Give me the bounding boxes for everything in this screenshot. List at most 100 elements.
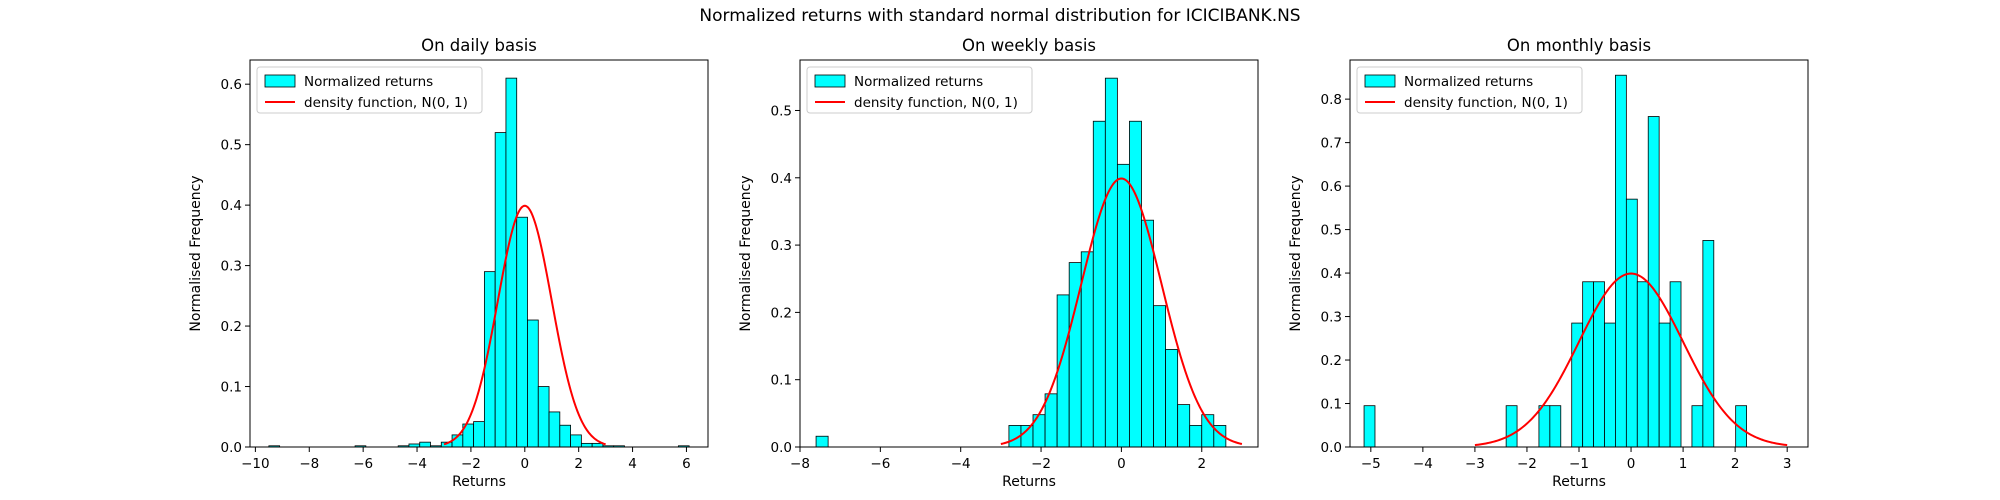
histogram-bars-monthly <box>1363 74 1747 448</box>
panel-monthly: On monthly basis −5 −4 −3 −2 −1 0 1 2 3 0.0 0.1 0.2 0… <box>1288 36 1809 490</box>
histogram-bar <box>1044 393 1058 448</box>
x-tick-label: −2 <box>461 456 481 472</box>
y-tick-label: 0.2 <box>221 319 242 335</box>
x-axis-label-weekly: Returns <box>1002 474 1056 490</box>
legend-label-density: density function, N(0, 1) <box>304 95 468 111</box>
x-tick-label: 0 <box>521 456 530 472</box>
y-tick-label: 0.4 <box>771 171 792 187</box>
x-tick-label: −2 <box>1517 456 1537 472</box>
x-tick-label: −6 <box>870 456 890 472</box>
x-tick-label: −4 <box>951 456 971 472</box>
legend-label-histogram: Normalized returns <box>304 74 433 90</box>
y-tick-label: 0.3 <box>771 238 792 254</box>
histogram-bar <box>570 434 582 448</box>
y-tick-label: 0.0 <box>771 440 792 456</box>
histogram-bar <box>548 411 561 448</box>
axes-frame-daily <box>249 59 709 448</box>
legend-swatch-histogram <box>1364 74 1396 88</box>
histogram-bar <box>1189 425 1203 448</box>
legend-box <box>806 66 1033 114</box>
y-axis-label-weekly: Normalised Frequency <box>738 175 754 331</box>
density-curve-daily <box>443 204 606 446</box>
y-tick-label: 0.3 <box>1321 310 1342 326</box>
histogram-bar <box>537 386 550 448</box>
x-tick-label: −1 <box>1569 456 1589 472</box>
y-tick-label: 0.3 <box>221 259 242 275</box>
y-tick-label: 0.5 <box>771 103 792 119</box>
x-tick-label: 3 <box>1783 456 1792 472</box>
legend-monthly: Normalized returns density function, N(0,… <box>1356 66 1583 114</box>
histogram-bar <box>1571 322 1584 448</box>
legend-label-density: density function, N(0, 1) <box>1404 95 1568 111</box>
histogram-bar <box>1669 281 1682 448</box>
y-tick-label: 0.0 <box>221 440 242 456</box>
x-tick-label: −5 <box>1361 456 1381 472</box>
histogram-bar <box>580 442 593 448</box>
x-tick-label: 0 <box>1627 456 1636 472</box>
histogram-bar <box>1177 404 1191 448</box>
x-tick-label: −3 <box>1465 456 1485 472</box>
x-tick-label: −10 <box>241 456 270 472</box>
legend-weekly: Normalized returns density function, N(0,… <box>806 66 1033 114</box>
legend-box <box>256 66 483 114</box>
histogram-bar <box>1116 163 1130 448</box>
x-tick-label: −8 <box>790 456 810 472</box>
y-tick-label: 0.6 <box>221 77 242 93</box>
histogram-bar <box>591 442 604 448</box>
y-tick-label: 0.6 <box>1321 179 1342 195</box>
y-axis-label-monthly: Normalised Frequency <box>1288 175 1304 331</box>
y-tick-label: 0.5 <box>221 138 242 154</box>
histogram-bar <box>1582 281 1594 448</box>
axes-frame-weekly <box>799 59 1259 448</box>
histogram-bar <box>1129 120 1142 448</box>
chart-title-daily: On daily basis <box>421 36 537 55</box>
y-tick-label: 0.8 <box>1321 92 1342 108</box>
x-tick-label: −6 <box>353 456 373 472</box>
x-tick-label: 4 <box>628 456 637 472</box>
histogram-bar <box>1080 251 1094 448</box>
chart-title-weekly: On weekly basis <box>962 36 1096 55</box>
x-axis-label-daily: Returns <box>452 474 506 490</box>
legend-label-density: density function, N(0, 1) <box>854 95 1018 111</box>
histogram-bar <box>1691 405 1704 448</box>
histogram-bar <box>505 77 518 448</box>
x-tick-label: −2 <box>1031 456 1051 472</box>
legend-label-histogram: Normalized returns <box>854 74 983 90</box>
histogram-bar <box>1056 294 1070 448</box>
legend-box <box>1356 66 1583 114</box>
histogram-bar <box>1104 77 1118 448</box>
histogram-bar <box>1549 405 1562 448</box>
x-tick-label: −4 <box>407 456 427 472</box>
y-tick-label: 0.1 <box>771 373 792 389</box>
x-tick-label: −4 <box>1413 456 1433 472</box>
histogram-bar <box>1615 74 1627 448</box>
histogram-bar <box>516 216 528 448</box>
panel-daily: On daily basis −10 −8 −6 −4 −2 0 2 4 6 0.0 0.1 0.2 0.… <box>188 36 709 490</box>
histogram-bar <box>1165 349 1179 448</box>
histogram-bar <box>1363 405 1376 448</box>
histogram-bar <box>1593 281 1605 448</box>
x-tick-label: 0 <box>1117 456 1126 472</box>
histogram-bar <box>1658 322 1671 448</box>
y-axis-label-daily: Normalised Frequency <box>188 175 204 331</box>
histogram-bar <box>473 421 485 448</box>
y-tick-label: 0.2 <box>771 305 792 321</box>
x-tick-label: 2 <box>1731 456 1740 472</box>
figure-title: Normalized returns with standard normal … <box>699 6 1301 26</box>
legend-swatch-histogram <box>264 74 296 88</box>
y-tick-label: 0.4 <box>1321 266 1342 282</box>
y-tick-label: 0.7 <box>1321 136 1342 152</box>
histogram-bar <box>1092 120 1106 448</box>
legend-swatch-histogram <box>814 74 846 88</box>
x-tick-label: 2 <box>574 456 583 472</box>
y-tick-label: 0.5 <box>1321 223 1342 239</box>
histogram-bar <box>1636 281 1649 448</box>
histogram-bar <box>1625 198 1638 448</box>
x-tick-label: 2 <box>1197 456 1206 472</box>
histogram-bar <box>1538 405 1551 448</box>
histogram-bar <box>1505 405 1518 448</box>
x-tick-label: 6 <box>682 456 691 472</box>
y-tick-label: 0.1 <box>1321 397 1342 413</box>
histogram-bar <box>1604 322 1616 448</box>
